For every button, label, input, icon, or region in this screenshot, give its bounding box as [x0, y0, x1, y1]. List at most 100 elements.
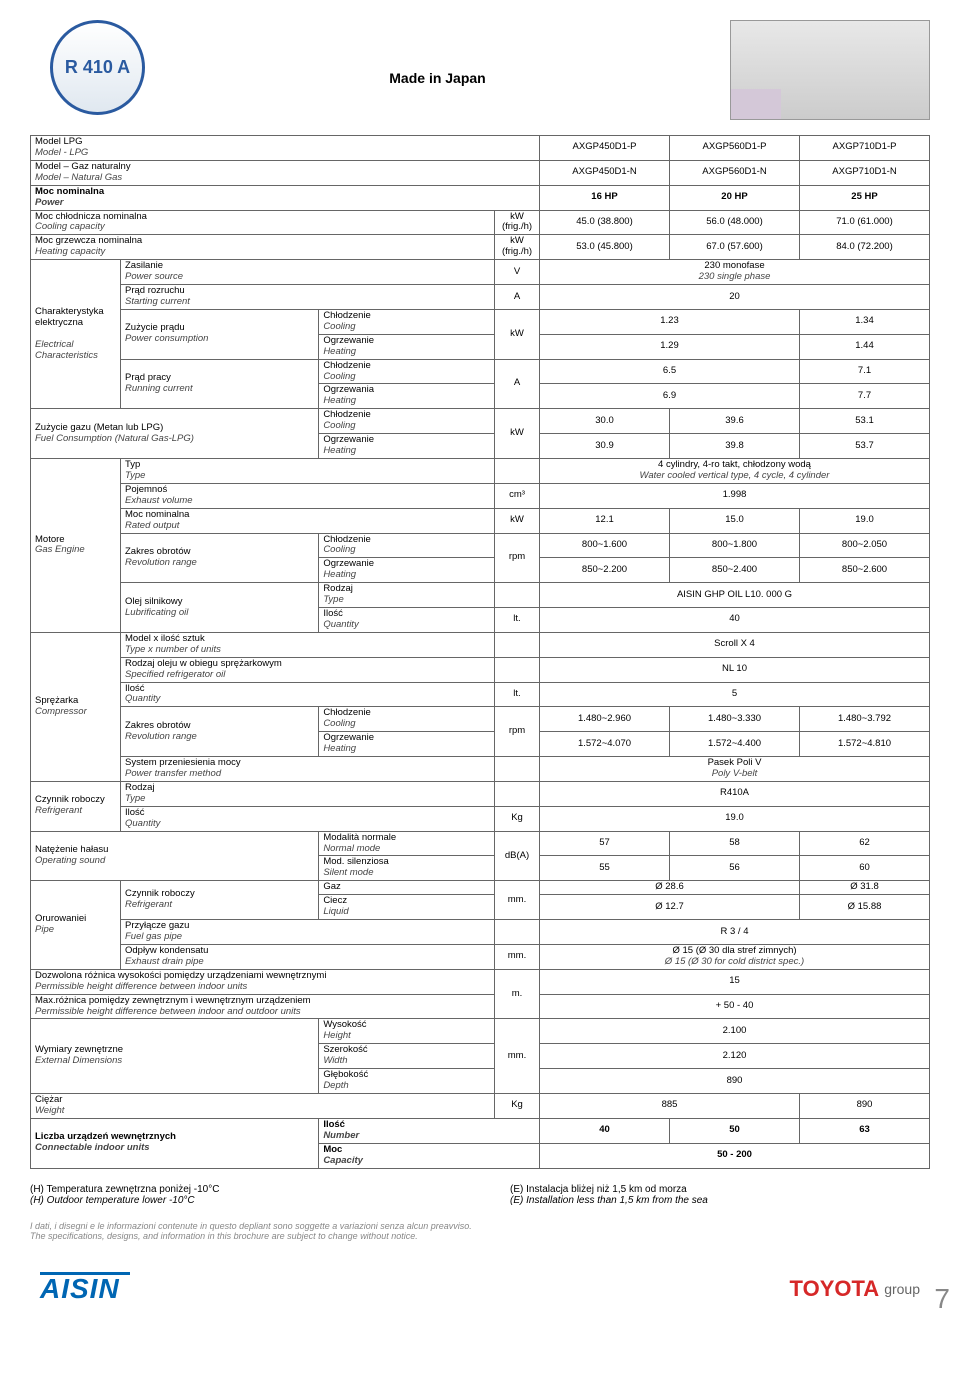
row-label-it: Exhaust volume	[125, 495, 193, 506]
unit-photo	[730, 20, 930, 120]
row-label-it: Revolution range	[125, 557, 197, 568]
row-label: Przyłącze gazu	[125, 920, 189, 931]
row-label-it: Type	[323, 594, 343, 605]
row-label: Natężenie hałasu	[35, 844, 108, 855]
row-label: Ilość	[125, 807, 145, 818]
row-label-it: Exhaust drain pipe	[125, 956, 204, 967]
row-label: Charakterystyka elektryczna	[35, 306, 104, 328]
unit: A	[495, 359, 540, 409]
cell: 885	[540, 1093, 800, 1118]
cell: 1.998	[540, 483, 930, 508]
cell: 1.44	[800, 334, 930, 359]
row-label: Wymiary zewnętrzne	[35, 1044, 123, 1055]
cell: 25 HP	[800, 185, 930, 210]
footnote-h-pl: (H) Temperatura zewnętrzna poniżej -10°C	[30, 1184, 450, 1195]
row-label: Chłodzenie	[323, 534, 371, 545]
cell: Ø 28.6	[540, 881, 800, 895]
row-label-it: Permissible height difference between in…	[35, 1006, 301, 1017]
unit: Kg	[495, 1093, 540, 1118]
cell: AXGP560D1-N	[670, 160, 800, 185]
cell: 1.480~3.792	[800, 707, 930, 732]
cell: AXGP710D1-P	[800, 136, 930, 161]
row-label-it: Weight	[35, 1105, 64, 1116]
row-label: Moc	[323, 1144, 342, 1155]
row-label-it: Compressor	[35, 706, 87, 717]
row-label: Szerokość	[323, 1044, 367, 1055]
cell: 7.1	[800, 359, 930, 384]
cell: R 3 / 4	[540, 920, 930, 945]
cell: 1.572~4.070	[540, 732, 670, 757]
row-label-it: Cooling capacity	[35, 221, 105, 232]
row-label-it: Depth	[323, 1080, 348, 1091]
row-label: Prąd pracy	[125, 372, 171, 383]
cell: 1.480~3.330	[670, 707, 800, 732]
row-label-it: Cooling	[323, 321, 355, 332]
unit: rpm	[495, 707, 540, 757]
cell: 71.0 (61.000)	[800, 210, 930, 235]
made-in-label: Made in Japan	[389, 70, 485, 86]
unit: kW	[495, 508, 540, 533]
row-label-it: Power source	[125, 271, 183, 282]
row-label: Zakres obrotów	[125, 546, 190, 557]
unit: lt.	[495, 608, 540, 633]
row-label-it: Running current	[125, 383, 193, 394]
cell: R410A	[540, 781, 930, 806]
row-label-it: External Dimensions	[35, 1055, 122, 1066]
cell: 2.100	[540, 1019, 930, 1044]
row-label: Model LPG	[35, 136, 83, 147]
row-label: Chłodzenie	[323, 707, 371, 718]
cell: 63	[800, 1118, 930, 1143]
unit: kW(frig./h)	[495, 235, 540, 260]
cell: 40	[540, 1118, 670, 1143]
unit: V	[495, 260, 540, 285]
cell: 15.0	[670, 508, 800, 533]
cell: 5	[540, 682, 930, 707]
cell: 60	[800, 856, 930, 881]
row-label-it: Cooling	[323, 420, 355, 431]
row-label-it: Fuel gas pipe	[125, 931, 182, 942]
row-label: Ilość	[125, 683, 145, 694]
unit: A	[495, 285, 540, 310]
cell: 7.7	[800, 384, 930, 409]
row-label: Moc nominalna	[125, 509, 189, 520]
cell: 19.0	[540, 806, 930, 831]
cell: 800~2.050	[800, 533, 930, 558]
row-label: Rodzaj	[323, 583, 353, 594]
row-label: Ogrzewanie	[323, 335, 374, 346]
row-label: Mod. silenziosa	[323, 856, 388, 867]
page-number: 7	[934, 1283, 950, 1315]
row-label: Ogrzewanie	[323, 558, 374, 569]
row-label: Ogrzewanie	[323, 434, 374, 445]
row-label-it: Cooling	[323, 371, 355, 382]
unit: cm³	[495, 483, 540, 508]
row-label-it: Model – Natural Gas	[35, 172, 122, 183]
row-label: Zużycie gazu (Metan lub LPG)	[35, 422, 163, 433]
row-label: Sprężarka	[35, 695, 78, 706]
cell: 39.8	[670, 434, 800, 459]
row-label-it: Number	[323, 1130, 359, 1141]
row-label-it: Type	[125, 470, 145, 481]
row-label-it: Normal mode	[323, 843, 380, 854]
cell: 30.0	[540, 409, 670, 434]
unit: m.	[495, 969, 540, 1019]
row-label: Ciężar	[35, 1094, 62, 1105]
cell: AXGP450D1-P	[540, 136, 670, 161]
cell: 1.572~4.810	[800, 732, 930, 757]
cell: 1.572~4.400	[670, 732, 800, 757]
cell: 16 HP	[540, 185, 670, 210]
cell: 56.0 (48.000)	[670, 210, 800, 235]
row-label: System przeniesienia mocy	[125, 757, 241, 768]
unit: lt.	[495, 682, 540, 707]
cell: 50	[670, 1118, 800, 1143]
cell: 890	[540, 1069, 930, 1094]
cell: 19.0	[800, 508, 930, 533]
row-label: Modalità normale	[323, 832, 396, 843]
cell: Ø 15.88	[800, 895, 930, 920]
row-label-it: Liquid	[323, 906, 348, 917]
row-label-it: Power transfer method	[125, 768, 221, 779]
unit: kW	[495, 409, 540, 459]
cell: 40	[540, 608, 930, 633]
cell: 12.1	[540, 508, 670, 533]
cell: 53.0 (45.800)	[540, 235, 670, 260]
cell: 84.0 (72.200)	[800, 235, 930, 260]
